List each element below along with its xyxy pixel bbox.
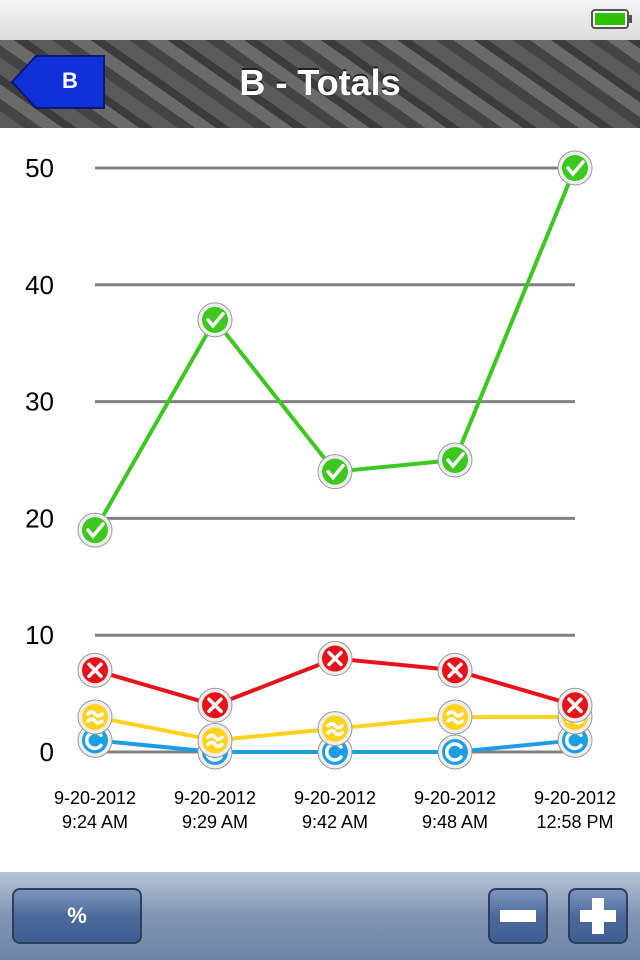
data-marker: [437, 734, 473, 770]
marker-glyph: [327, 650, 343, 667]
marker-glyph: [326, 721, 344, 737]
x-tick-label: 9-20-2012 9:42 AM: [293, 788, 377, 832]
data-marker: [77, 699, 113, 735]
x-tick-label: 9-20-2012 9:29 AM: [173, 788, 257, 832]
chart: 0 10 20 30 40 50: [25, 150, 593, 770]
marker-glyph: [326, 463, 345, 481]
data-marker: [317, 641, 353, 677]
data-marker: [197, 722, 233, 758]
data-marker: [317, 711, 353, 747]
data-marker: [197, 302, 233, 338]
nav-bar: B B - Totals: [0, 40, 640, 128]
x-tick-label: 9-20-2012 12:58 PM: [533, 788, 617, 832]
data-marker: [197, 687, 233, 723]
marker-glyph: [86, 522, 105, 539]
y-tick-label: 0: [40, 737, 54, 767]
back-button[interactable]: B: [10, 54, 106, 110]
marker-glyph: [206, 733, 224, 749]
x-tick-label: 9-20-2012 9:48 AM: [413, 788, 497, 832]
marker-fill: [202, 306, 228, 333]
marker-fill: [82, 517, 108, 544]
data-marker: [557, 687, 593, 723]
minus-button[interactable]: [488, 888, 548, 944]
y-tick-label: 30: [25, 387, 54, 417]
marker-glyph: [445, 742, 463, 762]
y-tick-label: 20: [25, 503, 54, 533]
nav-title: B - Totals: [239, 62, 401, 103]
status-bar: [0, 0, 640, 40]
x-tick-label: 9-20-2012 9:24 AM: [53, 788, 137, 832]
markers: [77, 150, 593, 770]
marker-glyph: [446, 710, 464, 725]
battery: [591, 9, 632, 29]
marker-fill: [322, 458, 348, 485]
y-tick-label: 50: [25, 153, 54, 183]
marker-glyph: [87, 662, 103, 678]
marker-fill: [442, 703, 468, 730]
marker-glyph: [207, 697, 223, 714]
marker-fill: [322, 715, 348, 742]
marker-fill: [442, 447, 468, 473]
marker-glyph: [566, 160, 585, 177]
plus-button[interactable]: [568, 888, 628, 944]
marker-fill: [82, 703, 108, 730]
y-tick-label: 40: [25, 270, 54, 300]
data-marker: [437, 442, 473, 478]
data-marker: [437, 699, 473, 735]
data-marker: [77, 652, 113, 688]
data-marker: [557, 150, 593, 186]
marker-glyph: [567, 697, 583, 714]
toolbar: %: [0, 872, 640, 960]
data-marker: [437, 652, 473, 688]
marker-fill: [562, 155, 588, 181]
y-tick-label: 10: [25, 620, 54, 650]
marker-glyph: [446, 452, 465, 469]
marker-glyph: [206, 312, 225, 329]
back-label[interactable]: B: [62, 68, 78, 93]
marker-glyph: [86, 710, 104, 725]
marker-glyph: [447, 662, 463, 678]
data-marker: [317, 454, 353, 490]
data-marker: [77, 512, 113, 548]
percent-button[interactable]: %: [12, 888, 142, 944]
marker-fill: [202, 727, 228, 754]
